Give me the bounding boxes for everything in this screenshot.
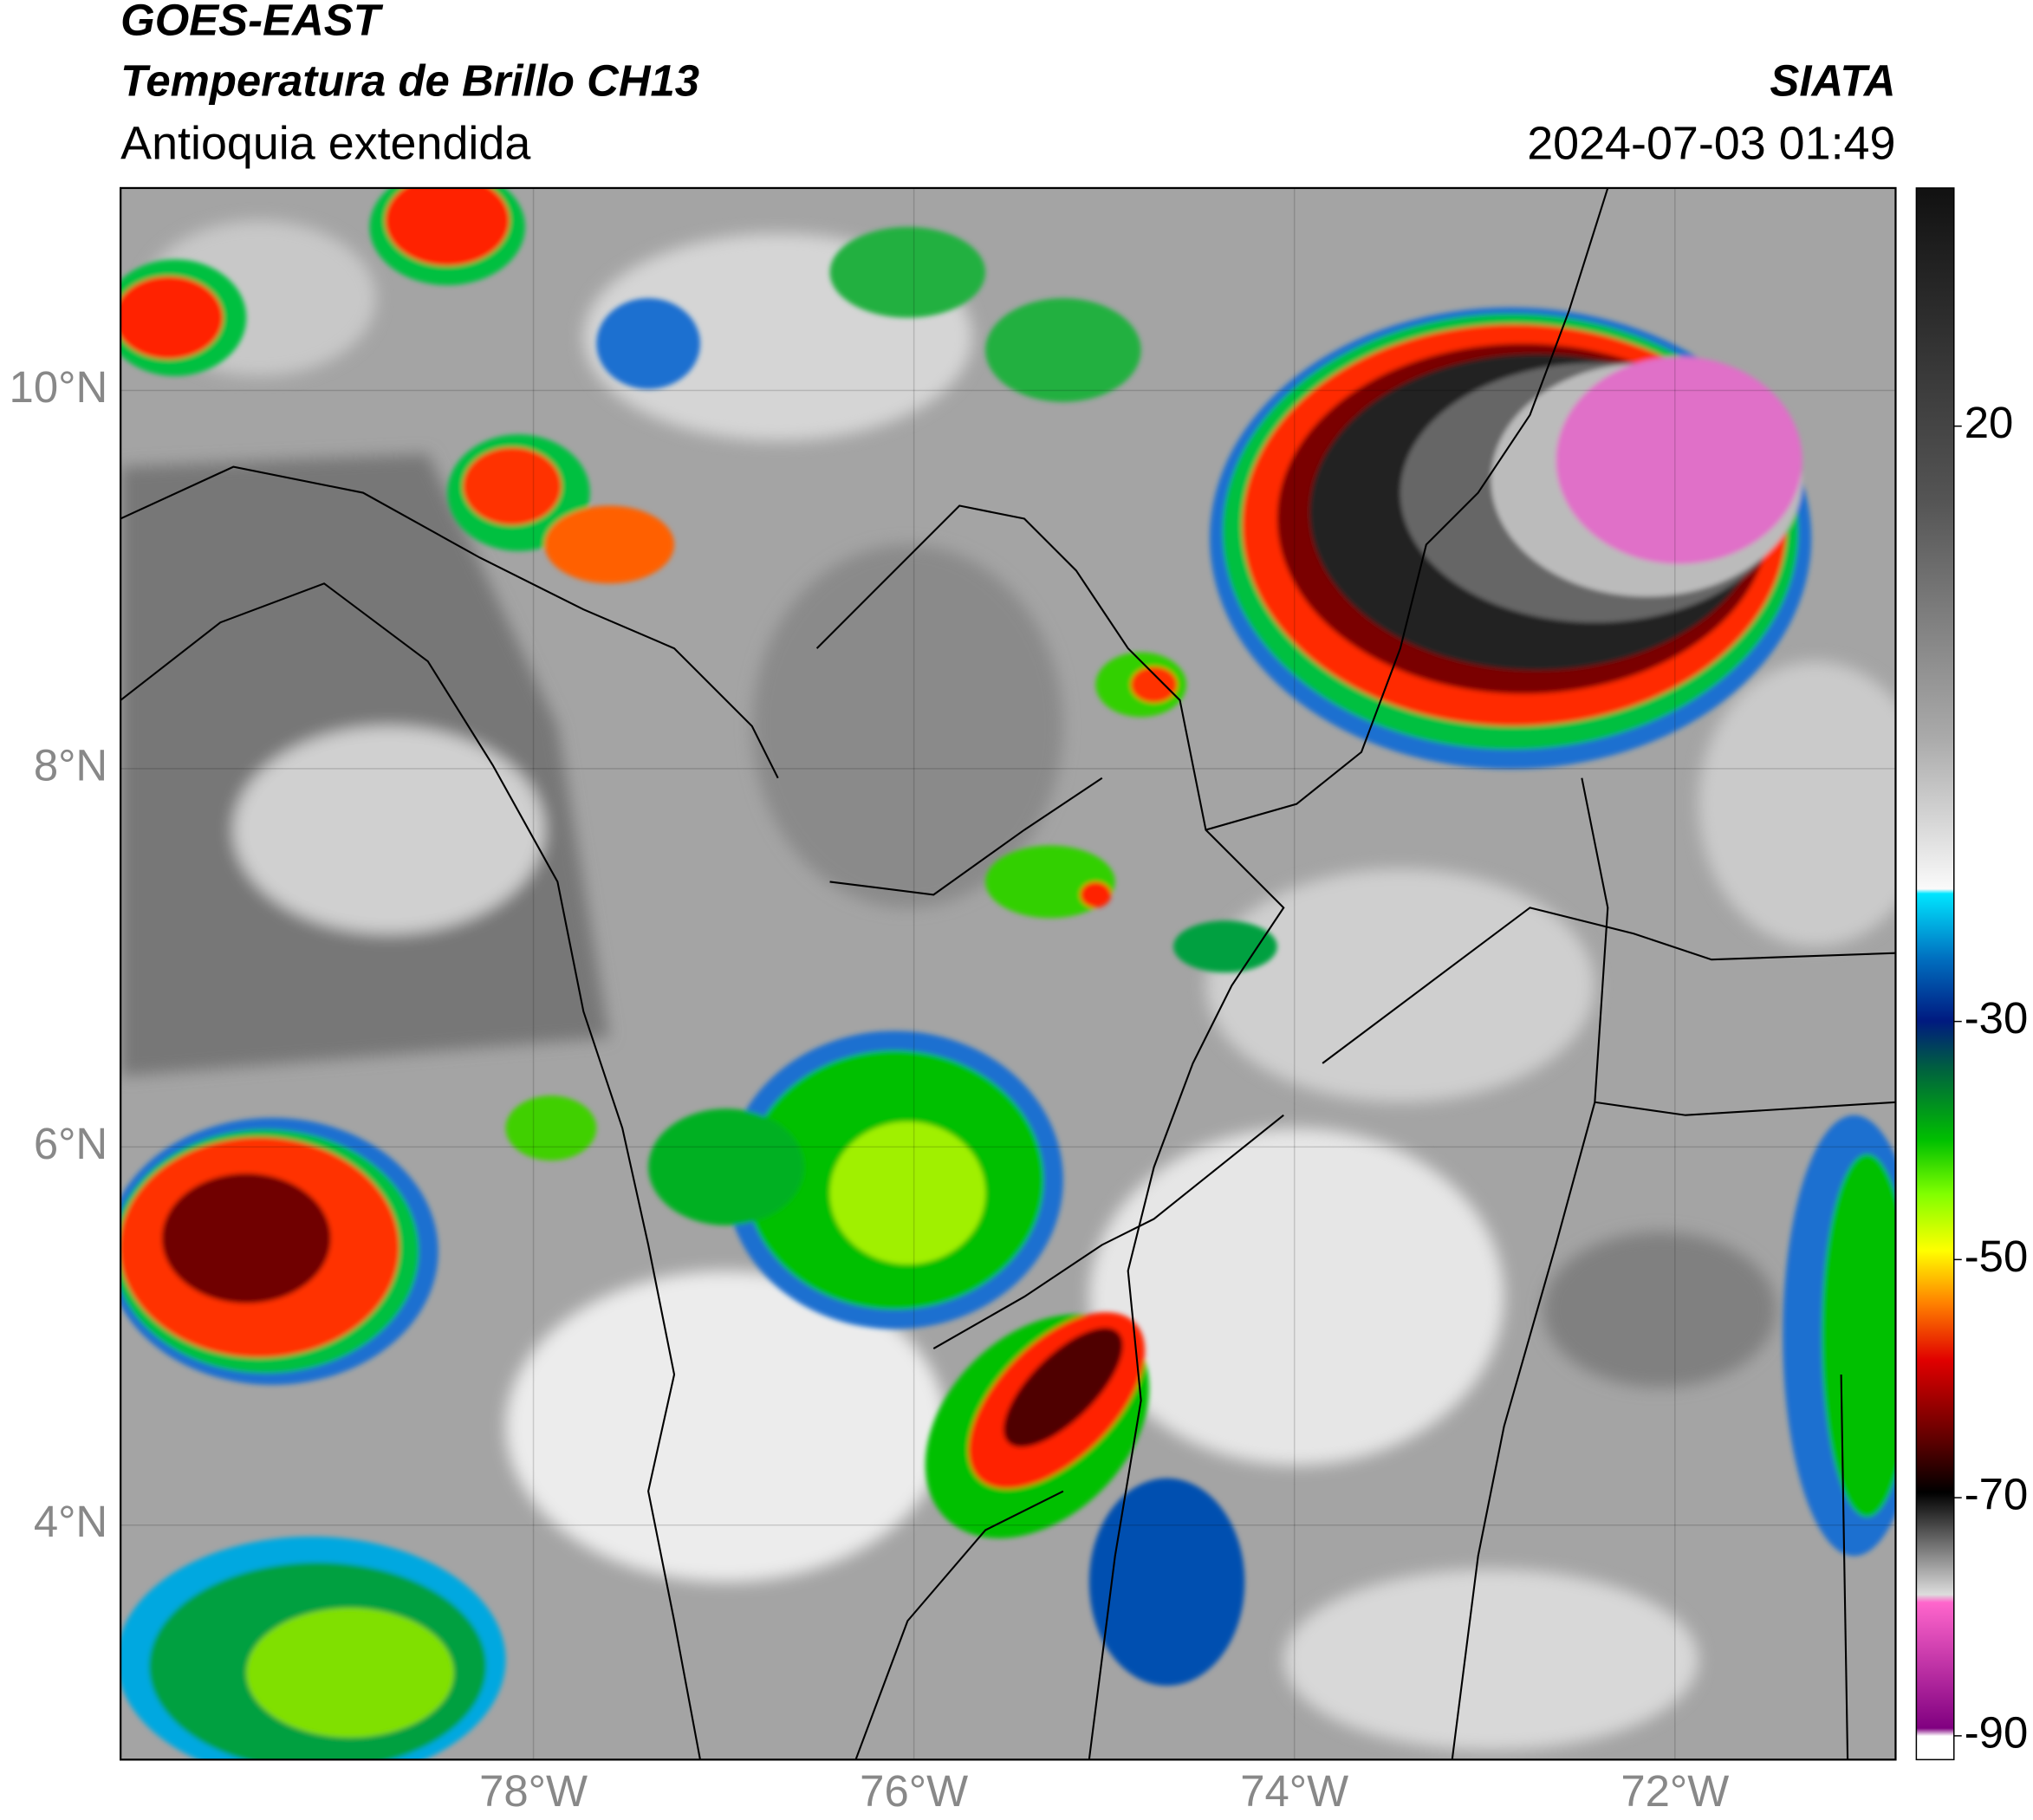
- y-tick-label: 6°N: [34, 1119, 107, 1168]
- y-tick-label: 4°N: [34, 1497, 107, 1546]
- colorbar-tick-label: -30: [1965, 993, 2029, 1043]
- figure-body: GOES-EAST Temperatura de Brillo CH13 Ant…: [10, 0, 2029, 1816]
- colorbar-tick-label: -90: [1965, 1707, 2029, 1757]
- colorbar-tick-label: -50: [1965, 1232, 2029, 1281]
- datetime: 2024-07-03 01:49: [1527, 117, 1895, 169]
- x-tick-label: 72°W: [1621, 1766, 1729, 1816]
- map-frame: [120, 186, 1897, 1761]
- x-tick-label: 74°W: [1240, 1766, 1348, 1816]
- y-tick-label: 10°N: [10, 362, 108, 412]
- satellite-image: [120, 187, 1896, 1760]
- colorbar-tick-label: 20: [1965, 398, 2014, 447]
- source: SIATA: [1770, 56, 1895, 106]
- title: GOES-EAST: [120, 0, 383, 44]
- region: Antioquia extendida: [120, 117, 530, 169]
- colorbar-tick-label: -70: [1965, 1470, 2029, 1519]
- y-tick-label: 8°N: [34, 740, 107, 790]
- subtitle: Temperatura de Brillo CH13: [120, 56, 699, 106]
- x-tick-label: 76°W: [860, 1766, 968, 1816]
- x-tick-label: 78°W: [479, 1766, 588, 1816]
- colorbar: [1915, 187, 1955, 1761]
